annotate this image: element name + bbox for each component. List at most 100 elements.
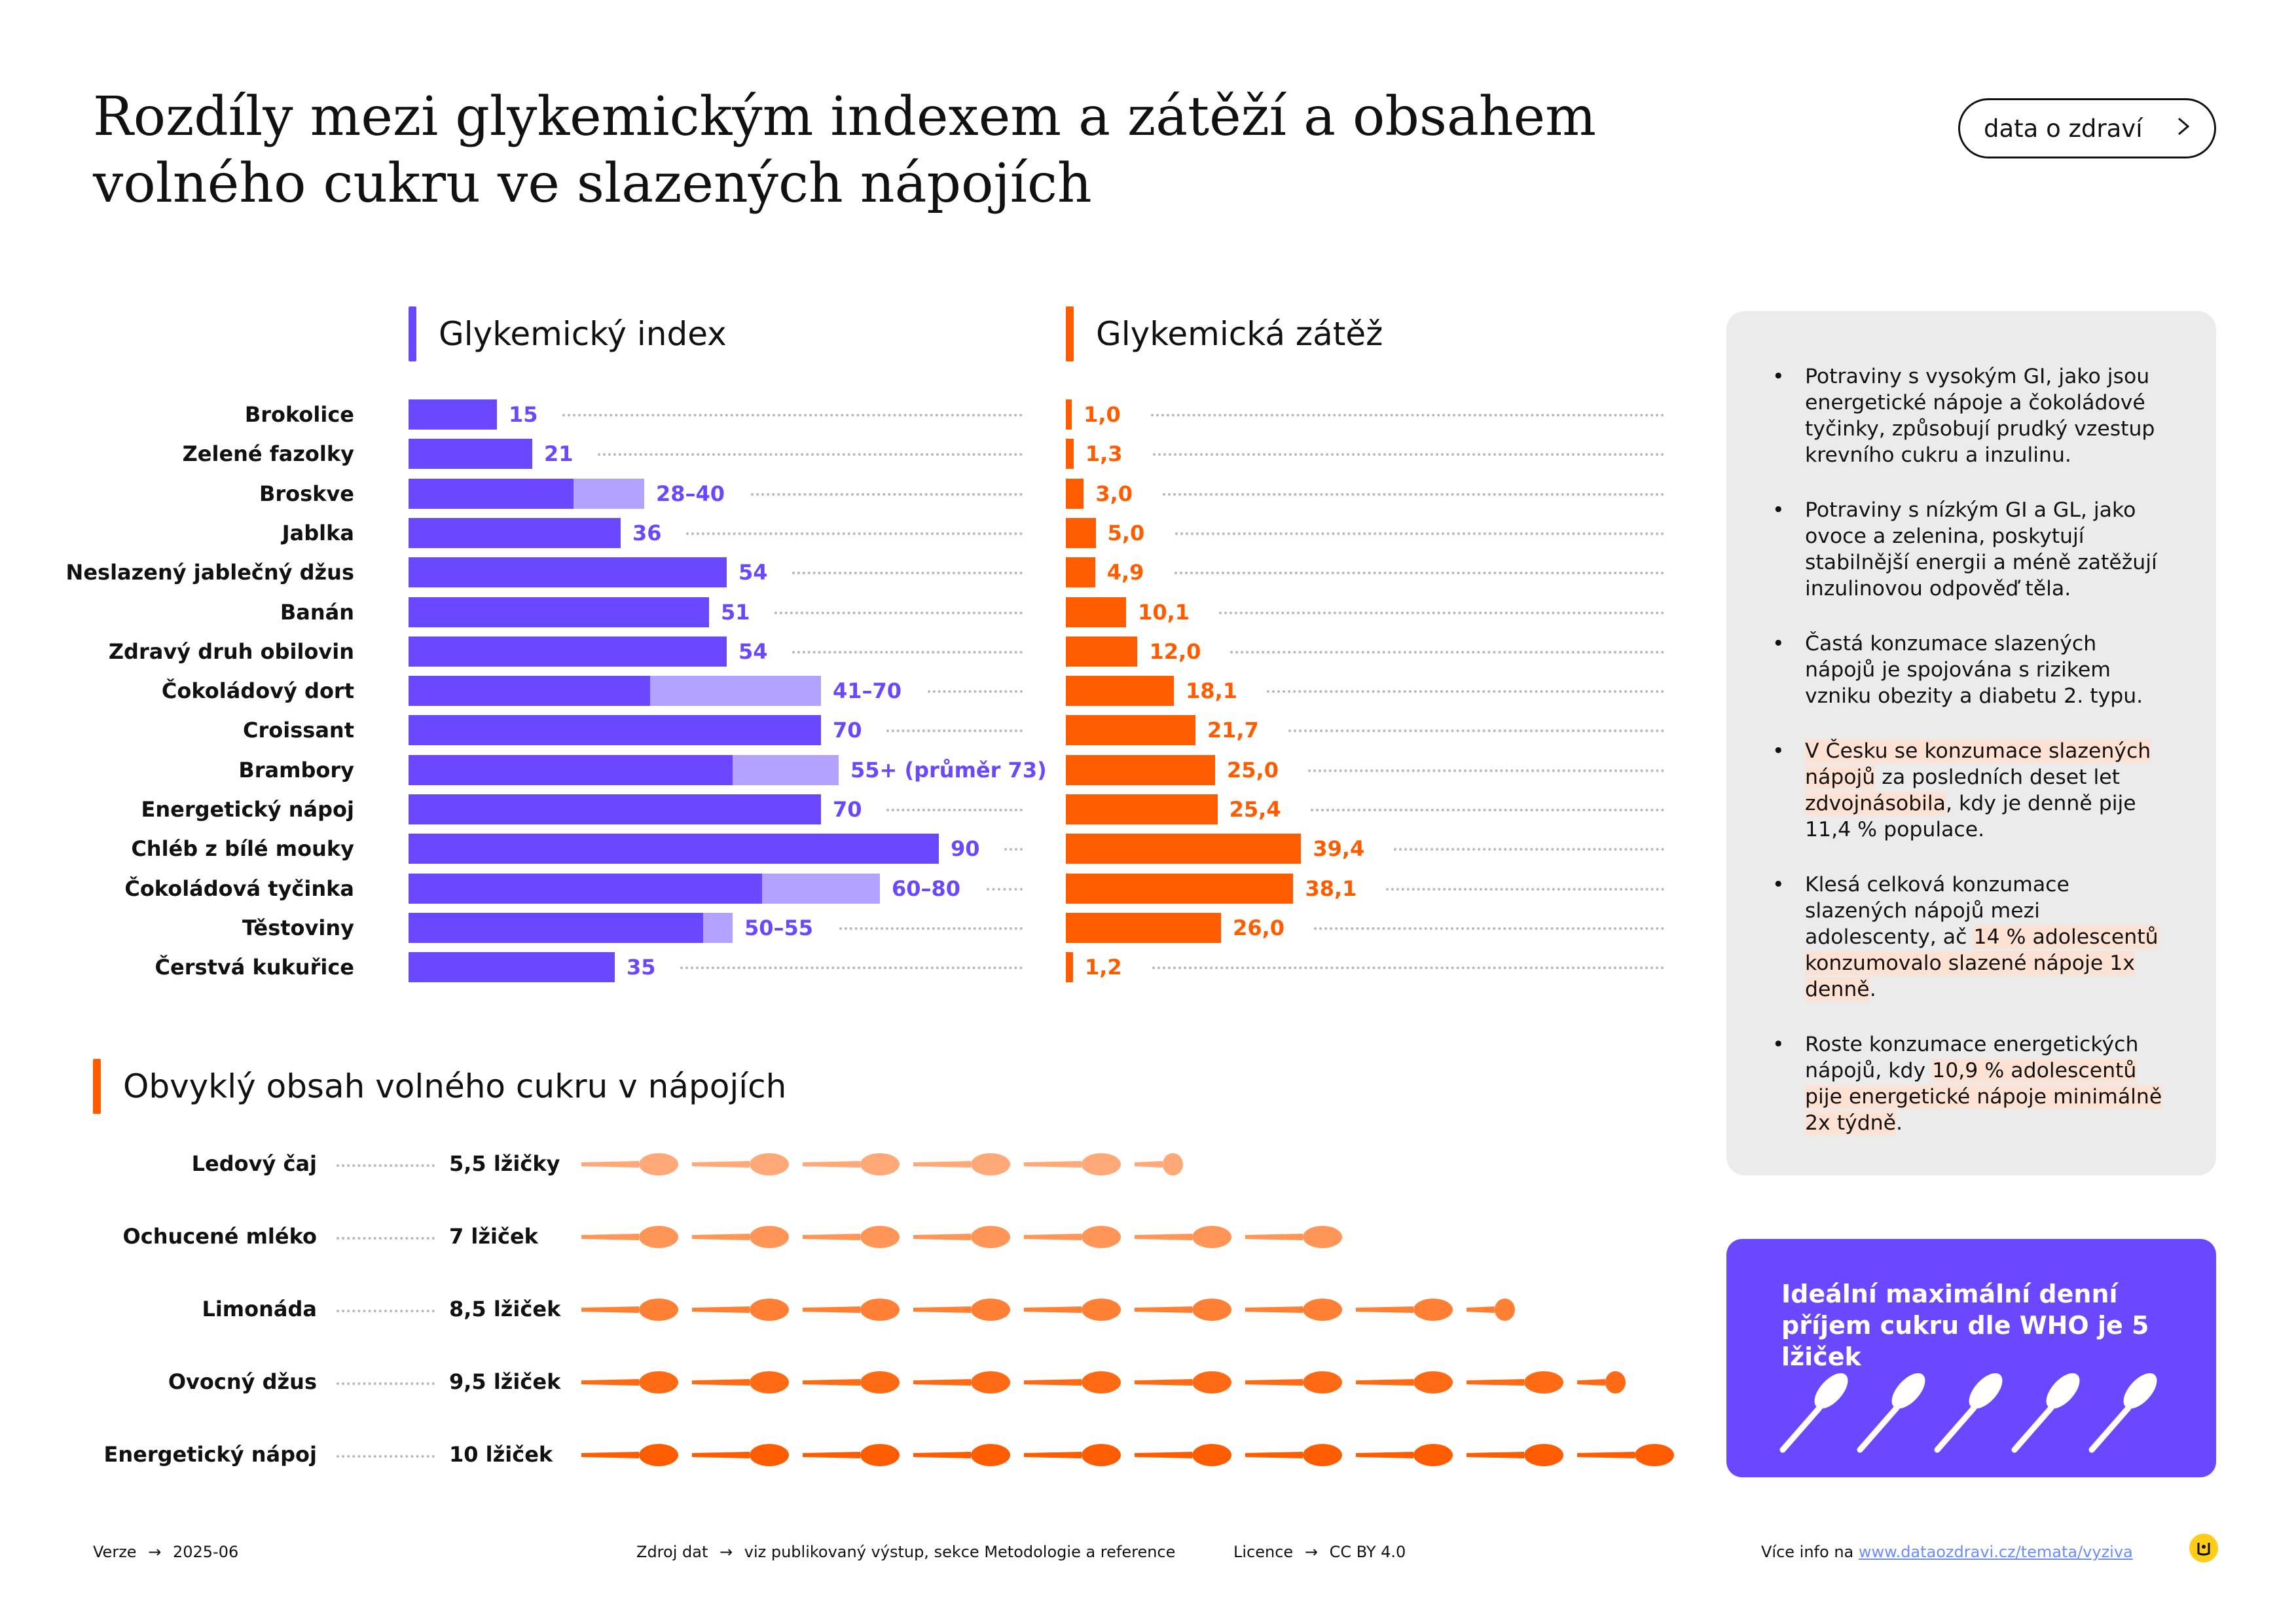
gl-dotted-guide — [1163, 492, 1664, 496]
gi-value-label: 54 — [738, 638, 768, 664]
gi-bar-range — [762, 873, 880, 904]
gl-dotted-guide — [1230, 650, 1664, 654]
spoon-mark — [692, 1299, 789, 1321]
gl-value-label: 18,1 — [1186, 678, 1238, 704]
gi-value-label: 35 — [627, 955, 656, 980]
gi-bar-range — [650, 676, 821, 707]
gl-bar — [1066, 834, 1302, 864]
gi-dotted-guide — [792, 572, 1023, 575]
spoon-mark — [803, 1226, 900, 1248]
drink-dotted-guide — [337, 1310, 435, 1312]
gi-dotted-guide — [1004, 848, 1023, 851]
spoon-mark — [581, 1444, 678, 1466]
spoon-mark — [803, 1444, 900, 1466]
spoon-mark — [913, 1153, 1010, 1175]
row-label: Brambory — [238, 757, 354, 783]
gl-value-label: 12,0 — [1149, 638, 1201, 664]
gi-dotted-guide — [686, 532, 1023, 535]
gl-value-label: 25,4 — [1229, 797, 1281, 822]
gl-value-label: 25,0 — [1227, 757, 1279, 783]
gi-value-label: 28–40 — [656, 481, 725, 506]
fact-text: za posledních deset let — [1875, 766, 2120, 789]
gl-bar — [1066, 399, 1072, 430]
fact-text: . — [1869, 978, 1876, 1001]
gi-bar — [409, 517, 621, 548]
gi-bar — [409, 399, 497, 430]
sugar-section-heading: Obvyklý obsah volného cukru v nápojích — [93, 1059, 786, 1114]
footer-licence: Licence → CC BY 4.0 — [1233, 1543, 1406, 1561]
gl-value-label: 4,9 — [1106, 560, 1144, 585]
gl-dotted-guide — [1267, 690, 1664, 693]
key-fact-item: Častá konzumace slazených nápojů je spoj… — [1772, 631, 2165, 709]
more-info-label: Více info na — [1761, 1543, 1854, 1561]
drink-dotted-guide — [337, 1237, 435, 1240]
key-fact-item: Klesá celková konzumace slazených nápojů… — [1772, 872, 2165, 1003]
spoon-mark — [692, 1371, 789, 1393]
spoon-mark — [803, 1153, 900, 1175]
gi-value-label: 50–55 — [744, 915, 814, 940]
row-label: Banán — [280, 599, 354, 625]
drink-label: Ovocný džus — [168, 1369, 317, 1394]
key-fact-item: Potraviny s vysokým GI, jako jsou energe… — [1772, 363, 2165, 468]
gl-bar — [1066, 597, 1127, 627]
spoon-mark — [692, 1153, 789, 1175]
version-label: Verze — [93, 1543, 137, 1561]
gl-section-heading: Glykemická zátěž — [1066, 306, 1383, 361]
spoon-mark — [581, 1299, 678, 1321]
gi-bar — [409, 873, 762, 904]
more-info-link[interactable]: www.dataozdravi.cz/temata/vyziva — [1858, 1543, 2133, 1561]
gl-dotted-guide — [1310, 809, 1664, 811]
gl-dotted-guide — [1288, 729, 1664, 733]
drink-dotted-guide — [337, 1455, 435, 1458]
gi-bar — [409, 597, 709, 627]
row-label: Brokolice — [244, 402, 354, 427]
data-o-zdravi-button[interactable]: data o zdraví — [1958, 98, 2216, 158]
title-line-2: volného cukru ve slazených nápojích — [93, 153, 1092, 215]
spoon-count-label: 5,5 lžičky — [449, 1151, 560, 1176]
gi-value-label: 36 — [632, 520, 662, 545]
gi-bar — [409, 912, 703, 943]
gi-bar — [409, 715, 821, 746]
spoon-mark — [1245, 1371, 1342, 1393]
gi-dotted-guide — [987, 887, 1023, 891]
brand-button-label: data o zdraví — [1984, 114, 2143, 143]
spoon-row — [581, 1444, 1674, 1466]
gi-value-label: 70 — [833, 797, 862, 822]
spoon-mark — [1135, 1226, 1231, 1248]
row-label: Čokoládový dort — [161, 678, 354, 704]
fact-text: Častá konzumace slazených nápojů je spoj… — [1805, 632, 2143, 708]
fact-text: Roste konzumace energetických nápojů, kd… — [1805, 1033, 2139, 1082]
spoon-count-label: 7 lžiček — [449, 1224, 538, 1249]
spoon-mark — [692, 1226, 789, 1248]
gl-value-label: 3,0 — [1095, 481, 1133, 506]
fact-text: , kdy je denně pije 11,4 % populace. — [1805, 792, 2136, 841]
key-facts-list: Potraviny s vysokým GI, jako jsou energe… — [1772, 363, 2165, 1165]
gi-section-heading: Glykemický index — [409, 306, 727, 361]
footer-more-info: Více info na www.dataozdravi.cz/temata/v… — [1761, 1543, 2133, 1561]
arrow-icon: → — [148, 1543, 162, 1561]
gi-dotted-guide — [928, 690, 1023, 693]
gl-value-label: 26,0 — [1233, 915, 1285, 940]
gi-value-label: 21 — [544, 441, 574, 467]
gl-bar — [1066, 557, 1095, 588]
title-line-1: Rozdíly mezi glykemickým indexem a zátěž… — [93, 86, 1596, 148]
gi-bar — [409, 794, 821, 824]
gl-value-label: 1,0 — [1084, 402, 1121, 427]
gl-dotted-guide — [1152, 453, 1664, 456]
spoon-mark — [913, 1371, 1010, 1393]
gi-dotted-guide — [839, 927, 1023, 930]
gl-value-label: 1,3 — [1085, 441, 1123, 467]
spoon-row — [581, 1371, 1626, 1393]
gl-heading-accent — [1066, 306, 1074, 361]
spoon-mark — [913, 1444, 1010, 1466]
gi-bar — [409, 478, 574, 509]
gi-value-label: 90 — [951, 836, 980, 862]
fact-text: Potraviny s vysokým GI, jako jsou energe… — [1805, 365, 2155, 467]
who-recommendation-box: Ideální maximální denní příjem cukru dle… — [1726, 1239, 2216, 1477]
spoon-mark — [1024, 1299, 1121, 1321]
fact-text: Potraviny s nízkým GI a GL, jako ovoce a… — [1805, 498, 2157, 600]
spoon-mark — [1356, 1444, 1453, 1466]
row-label: Energetický nápoj — [141, 797, 354, 822]
spoon-mark — [581, 1153, 678, 1175]
chevron-right-icon — [2178, 117, 2190, 136]
